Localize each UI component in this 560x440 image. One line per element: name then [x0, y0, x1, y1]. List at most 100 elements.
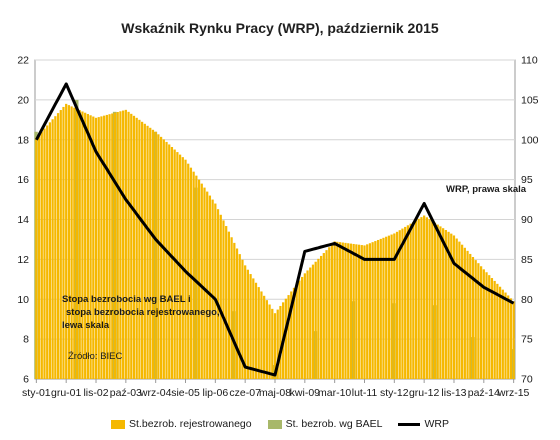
registered-bar — [151, 129, 155, 379]
x-tick-label: sty-01 — [22, 387, 51, 399]
registered-bar — [265, 300, 268, 379]
y-left-tick-label: 16 — [17, 174, 29, 186]
registered-bar — [357, 244, 361, 379]
registered-bar — [230, 237, 233, 379]
registered-bar — [284, 298, 287, 379]
registered-bar — [78, 110, 81, 380]
wrp-annotation: WRP, prawa skala — [446, 184, 527, 195]
y-left-tick-label: 20 — [17, 94, 29, 106]
registered-bar — [113, 112, 117, 380]
registered-bar — [59, 110, 62, 380]
registered-bar — [450, 233, 453, 379]
registered-bar — [482, 269, 485, 379]
registered-bar — [496, 283, 499, 379]
unemployment-annotation-line3: lewa skala — [62, 320, 110, 331]
registered-bar — [431, 220, 434, 379]
legend-label-wrp: WRP — [424, 418, 449, 430]
registered-bar — [412, 222, 415, 379]
registered-bar — [347, 243, 350, 379]
registered-bar — [127, 111, 130, 380]
x-tick-label: sie-05 — [171, 387, 200, 399]
registered-bar — [89, 115, 92, 379]
y-right-tick-label: 80 — [521, 294, 533, 306]
registered-bar — [295, 284, 298, 379]
registered-bar — [108, 114, 111, 379]
registered-bar — [246, 269, 249, 379]
x-tick-label: kwi-09 — [290, 387, 321, 399]
registered-bar — [417, 218, 420, 379]
registered-bar — [325, 250, 328, 379]
registered-bar — [423, 215, 426, 379]
registered-bar — [143, 123, 146, 379]
x-tick-label: mar-10 — [318, 387, 351, 399]
registered-bar — [94, 117, 98, 379]
y-left-tick-label: 10 — [17, 294, 29, 306]
registered-bar — [273, 313, 277, 379]
registered-bar — [301, 276, 304, 379]
registered-bar — [298, 280, 301, 379]
registered-bar — [469, 253, 472, 379]
registered-bar — [170, 147, 174, 379]
registered-bar — [333, 241, 336, 379]
registered-bar — [135, 117, 138, 379]
registered-bar — [512, 301, 515, 379]
registered-bar — [490, 278, 494, 379]
registered-bar — [252, 278, 255, 379]
registered-bar — [97, 117, 100, 379]
registered-bar — [352, 243, 355, 379]
registered-bar — [306, 270, 309, 379]
registered-bar — [105, 114, 108, 379]
registered-bar — [474, 260, 477, 379]
x-tick-label: lut-11 — [352, 387, 378, 399]
registered-bar — [103, 115, 106, 380]
x-tick-label: paź-03 — [110, 387, 142, 399]
registered-bar — [330, 244, 334, 379]
registered-bar — [401, 228, 404, 379]
registered-bar — [290, 291, 293, 379]
registered-bar — [138, 119, 141, 379]
registered-bar — [425, 217, 428, 379]
y-left-tick-label: 6 — [23, 374, 29, 386]
registered-bar — [235, 248, 239, 379]
registered-bar — [355, 244, 358, 379]
registered-bar — [206, 191, 209, 379]
registered-bar — [222, 220, 225, 379]
registered-bar — [100, 116, 103, 380]
registered-bar — [46, 125, 49, 380]
registered-bar — [203, 187, 206, 379]
registered-bar — [70, 106, 73, 380]
y-left-tick-label: 12 — [17, 254, 29, 266]
y-right-tick-label: 100 — [521, 134, 539, 146]
registered-bar — [366, 244, 369, 379]
registered-bar — [35, 137, 38, 379]
registered-bar — [488, 275, 491, 379]
registered-bar — [227, 231, 231, 379]
registered-bar — [65, 103, 68, 380]
registered-bar — [368, 243, 372, 379]
registered-bar — [168, 144, 171, 379]
registered-bar — [86, 114, 89, 379]
x-tick-label: gru-12 — [409, 387, 440, 399]
registered-bar — [195, 175, 198, 379]
legend-item-registered: St.bezrob. rejestrowanego — [111, 418, 252, 430]
registered-bar — [406, 225, 409, 379]
registered-bar — [54, 116, 57, 379]
registered-bar — [398, 230, 401, 379]
registered-bar — [271, 308, 274, 379]
registered-bar — [414, 220, 418, 379]
registered-bar — [162, 139, 165, 379]
registered-bar — [187, 163, 190, 379]
x-tick-label: maj-08 — [259, 387, 291, 399]
registered-bar — [244, 265, 247, 379]
registered-bar — [338, 242, 342, 379]
registered-bar — [336, 241, 339, 379]
registered-bar — [328, 247, 331, 379]
wrp-line — [35, 82, 515, 377]
registered-bar — [322, 253, 325, 379]
registered-bar — [463, 247, 466, 379]
y-left-tick-label: 8 — [23, 334, 29, 346]
registered-bar — [154, 131, 157, 379]
registered-bar — [263, 295, 266, 379]
y-left-tick-label: 18 — [17, 134, 29, 146]
